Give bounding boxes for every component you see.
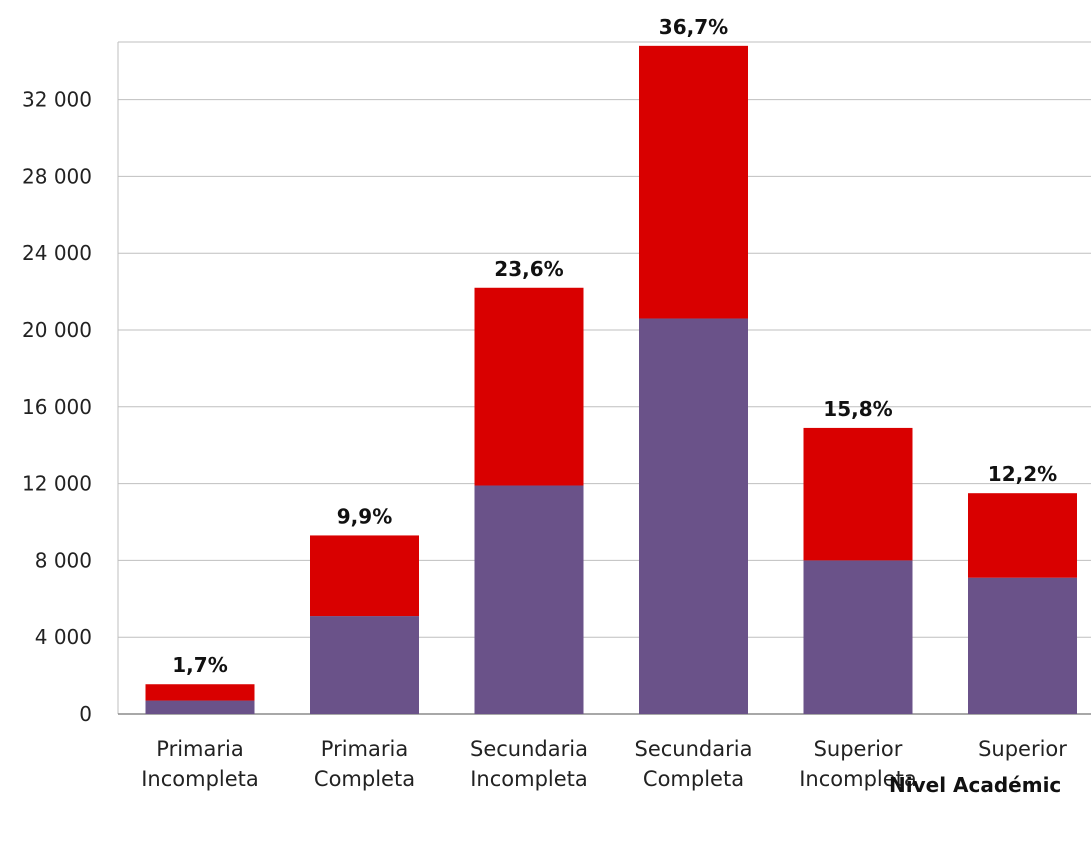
data-label: 15,8% [823,397,892,421]
data-label: 36,7% [659,15,728,39]
bar-segment-2 [474,287,584,486]
data-label: 9,9% [337,504,392,528]
y-tick-label: 8 000 [35,548,92,572]
bars [145,45,1077,714]
y-tick-label: 20 000 [22,318,92,342]
bar-segment-1 [145,700,255,714]
bar-segment-2 [968,493,1077,578]
x-category-label: Primaria Incompleta [141,737,259,791]
data-label: 23,6% [494,257,563,281]
x-category-label: Superior Incompleta [799,737,917,791]
bar-segment-1 [474,485,584,714]
x-axis-label: Nivel Académic [889,773,1061,797]
bar-segment-2 [803,427,913,561]
bar-segment-1 [639,318,748,714]
y-tick-label: 12 000 [22,472,92,496]
x-category-label: Superior [978,737,1067,761]
data-label: 1,7% [172,653,227,677]
bar-segment-2 [639,45,748,319]
x-category-label: Secundaria Incompleta [470,737,588,791]
y-tick-label: 16 000 [22,395,92,419]
data-label: 12,2% [988,462,1057,486]
y-tick-label: 24 000 [22,241,92,265]
grid-lines [117,41,1091,715]
x-category-label: Primaria Completa [314,737,415,791]
y-tick-label: 32 000 [22,88,92,112]
bar-segment-2 [145,684,255,701]
x-axis-categories: Primaria Incompleta Primaria Completa Secund… [141,737,1067,791]
y-tick-label: 0 [79,702,92,726]
y-axis-ticks: 0 4 000 8 000 12 000 16 000 20 000 24 000 28 00… [22,88,92,726]
bar-segment-1 [803,560,913,714]
bar-segment-1 [968,577,1077,714]
data-labels: 1,7% 9,9% 23,6% 36,7% 15,8% 12,2% [172,15,1057,677]
bar-segment-2 [310,535,419,617]
y-tick-label: 4 000 [35,625,92,649]
x-category-label: Secundaria Completa [635,737,753,791]
bar-segment-1 [310,616,419,714]
y-tick-label: 28 000 [22,164,92,188]
